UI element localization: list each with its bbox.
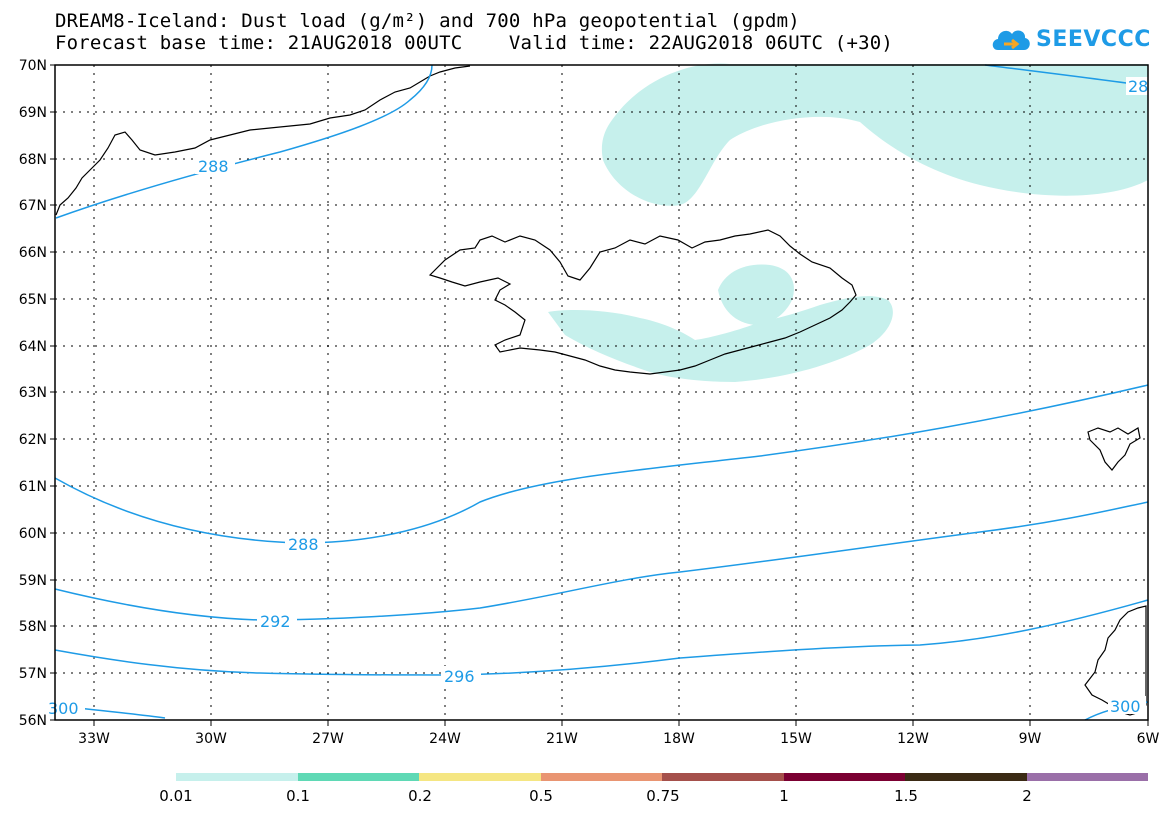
- color-legend: [176, 773, 1148, 781]
- lon-label: 27W: [312, 731, 344, 747]
- contour-label-300-se: 300: [1110, 697, 1141, 716]
- seevccc-logo: SEEVCCC: [990, 22, 1160, 56]
- lat-label: 65N: [19, 292, 47, 308]
- legend-label: 0.5: [529, 787, 553, 805]
- contour-292: [54, 501, 1149, 621]
- lon-label: 18W: [663, 731, 695, 747]
- lat-label: 58N: [19, 619, 47, 635]
- iceland-coast: [428, 229, 857, 375]
- lat-label: 59N: [19, 573, 47, 589]
- lat-label: 70N: [19, 58, 47, 74]
- latitude-labels: 70N 69N 68N 67N 66N 65N 64N 63N 62N 61N …: [19, 58, 47, 729]
- contour-labels: 288 288 292 296 300 300 28: [48, 77, 1148, 718]
- legend-label: 0.1: [286, 787, 310, 805]
- legend-label: 0.01: [159, 787, 193, 805]
- lat-label: 62N: [19, 432, 47, 448]
- contour-288-north: [55, 64, 433, 219]
- legend-swatch: [1026, 773, 1148, 781]
- map-title: DREAM8-Iceland: Dust load (g/m²) and 700…: [55, 10, 893, 54]
- contour-label-288-north: 288: [198, 157, 229, 176]
- latitude-axis: [50, 64, 55, 721]
- legend-swatch: [176, 773, 298, 781]
- legend-label: 0.2: [408, 787, 432, 805]
- dust-area-iceland: [548, 296, 893, 382]
- lat-label: 69N: [19, 105, 47, 121]
- lat-label: 63N: [19, 385, 47, 401]
- greenland-coast: [55, 65, 471, 216]
- lat-label: 64N: [19, 339, 47, 355]
- contour-label-292: 292: [260, 612, 291, 631]
- dust-area-north: [601, 63, 1148, 206]
- lat-label: 56N: [19, 713, 47, 729]
- contour-label-288: 288: [288, 535, 319, 554]
- lon-label: 12W: [897, 731, 929, 747]
- contour-label-300-sw: 300: [48, 699, 79, 718]
- logo-text: SEEVCCC: [1036, 26, 1151, 52]
- legend-label: 1.5: [894, 787, 918, 805]
- legend-swatch: [297, 773, 419, 781]
- faroe-coast: [1087, 427, 1141, 471]
- dust-area-inland: [718, 264, 794, 325]
- lon-label: 21W: [546, 731, 578, 747]
- cloud-icon: [992, 30, 1030, 50]
- contour-296: [54, 599, 1149, 676]
- title-line-2: Forecast base time: 21AUG2018 00UTC Vali…: [55, 32, 894, 54]
- lat-label: 57N: [19, 666, 47, 682]
- contour-label-28x: 28: [1128, 77, 1148, 96]
- legend-swatch: [905, 773, 1027, 781]
- title-line-1: DREAM8-Iceland: Dust load (g/m²) and 700…: [55, 10, 800, 32]
- legend-label: 1: [779, 787, 789, 805]
- lon-label: 24W: [429, 731, 461, 747]
- legend-label: 2: [1022, 787, 1032, 805]
- lat-label: 60N: [19, 526, 47, 542]
- lon-label: 6W: [1137, 731, 1160, 747]
- lat-label: 61N: [19, 479, 47, 495]
- legend-label: 0.75: [646, 787, 680, 805]
- lat-label: 67N: [19, 198, 47, 214]
- longitude-labels: 33W 30W 27W 24W 21W 18W 15W 12W 9W 6W: [78, 731, 1159, 747]
- lon-label: 15W: [780, 731, 812, 747]
- lat-label: 68N: [19, 152, 47, 168]
- contour-label-296: 296: [444, 667, 475, 686]
- lon-label: 33W: [78, 731, 110, 747]
- lon-label: 30W: [195, 731, 227, 747]
- legend-swatch: [662, 773, 784, 781]
- legend-swatch: [540, 773, 662, 781]
- lat-label: 66N: [19, 245, 47, 261]
- longitude-axis: [93, 720, 1149, 726]
- legend-swatch: [783, 773, 905, 781]
- lon-label: 9W: [1019, 731, 1042, 747]
- legend-swatch: [419, 773, 541, 781]
- contour-288: [54, 384, 1149, 544]
- dust-load-areas: [548, 63, 1148, 382]
